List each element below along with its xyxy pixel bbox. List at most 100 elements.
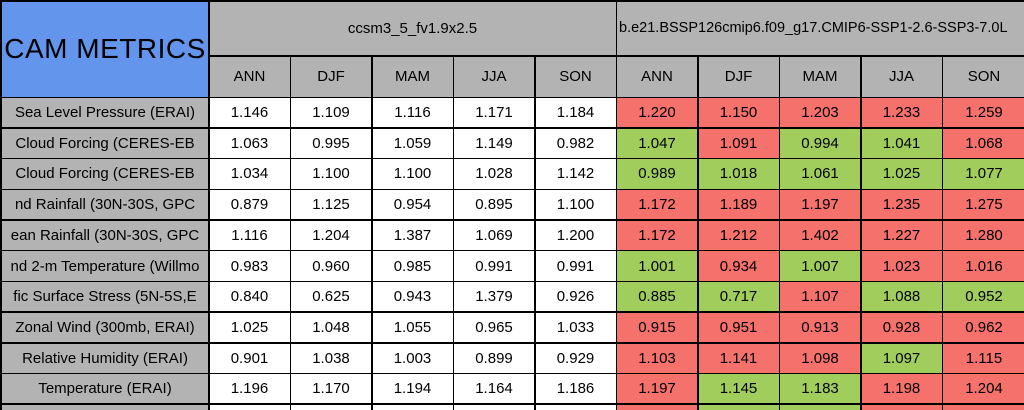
baseline-value: 1.100 bbox=[291, 159, 371, 189]
baseline-value: 1.170 bbox=[291, 374, 371, 404]
baseline-value: 0.983 bbox=[209, 251, 290, 281]
test-value: 1.097 bbox=[861, 343, 942, 373]
test-value: 1.203 bbox=[780, 98, 860, 128]
metric-label: Zonal Wind (300mb, ERAI) bbox=[2, 312, 208, 342]
test-value: 1.016 bbox=[943, 251, 1024, 281]
baseline-value: 0.840 bbox=[209, 282, 290, 312]
baseline-value: 0.982 bbox=[535, 128, 616, 158]
test-value: 0.915 bbox=[617, 312, 697, 342]
baseline-value: 1.034 bbox=[209, 159, 290, 189]
season-column-header: JJA bbox=[454, 56, 534, 97]
baseline-value: 1.184 bbox=[535, 98, 616, 128]
partial-row-test-cell bbox=[617, 404, 697, 410]
test-value: 1.103 bbox=[617, 343, 697, 373]
baseline-value: 0.879 bbox=[209, 190, 290, 220]
season-column-header: MAM bbox=[780, 56, 860, 97]
baseline-value: 1.149 bbox=[454, 128, 534, 158]
test-value: 1.107 bbox=[780, 282, 860, 312]
test-value: 0.962 bbox=[943, 312, 1024, 342]
baseline-value: 1.164 bbox=[454, 374, 534, 404]
test-value: 1.018 bbox=[698, 159, 779, 189]
baseline-value: 1.063 bbox=[209, 128, 290, 158]
test-value: 1.259 bbox=[943, 98, 1024, 128]
test-value: 1.001 bbox=[617, 251, 697, 281]
test-value: 1.145 bbox=[698, 374, 779, 404]
test-value: 0.928 bbox=[861, 312, 942, 342]
test-run-header: b.e21.BSSP126cmip6.f09_g17.CMIP6-SSP1-2.… bbox=[617, 2, 1024, 55]
test-value: 1.115 bbox=[943, 343, 1024, 373]
partial-row-baseline-cell bbox=[535, 404, 616, 410]
test-value: 1.402 bbox=[780, 220, 860, 250]
partial-row-baseline-cell bbox=[209, 404, 290, 410]
test-value: 1.023 bbox=[861, 251, 942, 281]
season-column-header: SON bbox=[943, 56, 1024, 97]
metric-label: nd 2-m Temperature (Willmo bbox=[2, 251, 208, 281]
season-column-header: DJF bbox=[698, 56, 779, 97]
baseline-value: 0.991 bbox=[535, 251, 616, 281]
metric-label: Cloud Forcing (CERES-EB bbox=[2, 159, 208, 189]
metric-label: ean Rainfall (30N-30S, GPC bbox=[2, 220, 208, 250]
test-value: 1.172 bbox=[617, 220, 697, 250]
season-column-header: SON bbox=[535, 56, 616, 97]
baseline-value: 1.038 bbox=[291, 343, 371, 373]
test-value: 1.220 bbox=[617, 98, 697, 128]
baseline-value: 1.125 bbox=[291, 190, 371, 220]
baseline-value: 0.625 bbox=[291, 282, 371, 312]
partial-row-test-cell bbox=[780, 404, 860, 410]
baseline-value: 1.028 bbox=[454, 159, 534, 189]
test-value: 0.952 bbox=[943, 282, 1024, 312]
baseline-value: 1.142 bbox=[535, 159, 616, 189]
test-value: 1.088 bbox=[861, 282, 942, 312]
test-value: 1.025 bbox=[861, 159, 942, 189]
partial-row-test-cell bbox=[861, 404, 942, 410]
test-value: 1.007 bbox=[780, 251, 860, 281]
test-value: 1.091 bbox=[698, 128, 779, 158]
partial-row-test-cell bbox=[943, 404, 1024, 410]
season-column-header: JJA bbox=[861, 56, 942, 97]
baseline-value: 0.929 bbox=[535, 343, 616, 373]
partial-row-baseline-cell bbox=[291, 404, 371, 410]
test-value: 0.951 bbox=[698, 312, 779, 342]
test-value: 1.183 bbox=[780, 374, 860, 404]
baseline-value: 1.204 bbox=[291, 220, 371, 250]
test-value: 1.041 bbox=[861, 128, 942, 158]
baseline-value: 1.116 bbox=[372, 98, 453, 128]
metric-label: Relative Humidity (ERAI) bbox=[2, 343, 208, 373]
partial-row-baseline-cell bbox=[454, 404, 534, 410]
baseline-run-header: ccsm3_5_fv1.9x2.5 bbox=[209, 2, 616, 55]
baseline-value: 1.069 bbox=[454, 220, 534, 250]
test-value: 1.197 bbox=[780, 190, 860, 220]
test-value: 1.061 bbox=[780, 159, 860, 189]
test-value: 1.172 bbox=[617, 190, 697, 220]
baseline-value: 0.965 bbox=[454, 312, 534, 342]
test-value: 0.717 bbox=[698, 282, 779, 312]
test-value: 1.204 bbox=[943, 374, 1024, 404]
test-value: 0.913 bbox=[780, 312, 860, 342]
test-value: 1.198 bbox=[861, 374, 942, 404]
baseline-value: 1.196 bbox=[209, 374, 290, 404]
baseline-value: 1.186 bbox=[535, 374, 616, 404]
baseline-value: 1.379 bbox=[454, 282, 534, 312]
test-value: 0.934 bbox=[698, 251, 779, 281]
baseline-value: 1.100 bbox=[372, 159, 453, 189]
season-column-header: ANN bbox=[617, 56, 697, 97]
baseline-value: 0.899 bbox=[454, 343, 534, 373]
test-value: 1.047 bbox=[617, 128, 697, 158]
baseline-value: 0.960 bbox=[291, 251, 371, 281]
test-value: 1.150 bbox=[698, 98, 779, 128]
test-value: 1.235 bbox=[861, 190, 942, 220]
season-column-header: DJF bbox=[291, 56, 371, 97]
test-value: 1.068 bbox=[943, 128, 1024, 158]
baseline-value: 1.048 bbox=[291, 312, 371, 342]
baseline-value: 1.146 bbox=[209, 98, 290, 128]
test-value: 1.077 bbox=[943, 159, 1024, 189]
test-value: 1.189 bbox=[698, 190, 779, 220]
test-value: 0.994 bbox=[780, 128, 860, 158]
metric-label: Sea Level Pressure (ERAI) bbox=[2, 98, 208, 128]
baseline-value: 1.171 bbox=[454, 98, 534, 128]
test-value: 1.227 bbox=[861, 220, 942, 250]
baseline-value: 1.100 bbox=[535, 190, 616, 220]
partial-row-baseline-cell bbox=[372, 404, 453, 410]
